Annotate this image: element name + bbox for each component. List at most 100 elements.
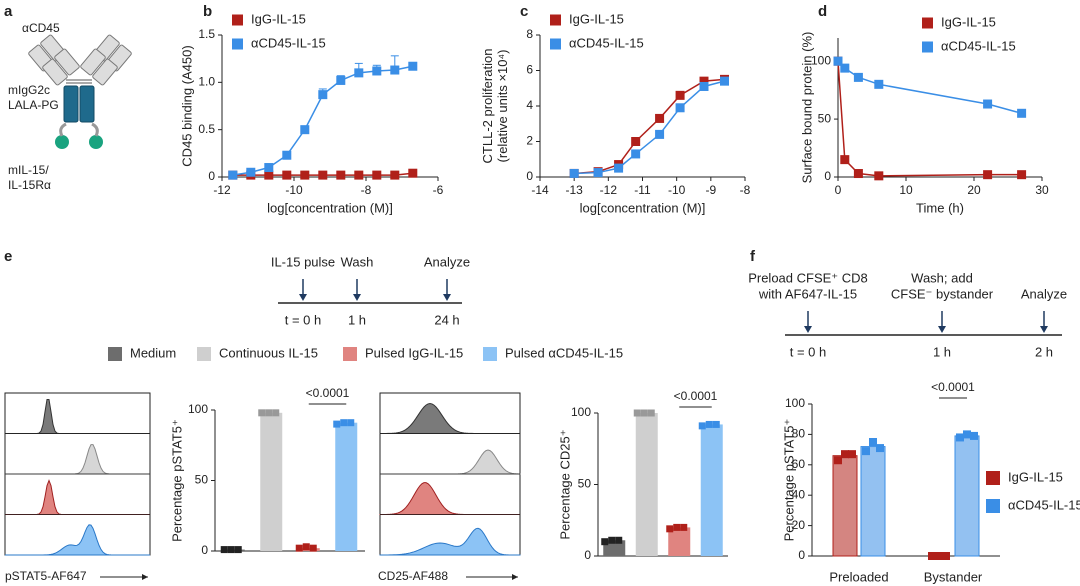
x-axis-label: log[concentration (M)] xyxy=(267,200,393,215)
replicate-point xyxy=(347,419,355,427)
y-axis-label: (relative units ×10⁴) xyxy=(495,50,510,163)
replicate-point xyxy=(227,546,235,554)
x-tick-label: -12 xyxy=(213,183,231,197)
y-tick-label: 1.5 xyxy=(198,27,215,41)
replicate-point xyxy=(272,409,280,417)
y-tick-label: 60 xyxy=(792,457,806,471)
replicate-point xyxy=(834,456,842,465)
timeline-label: Analyze xyxy=(1021,286,1067,301)
replicate-point xyxy=(340,419,348,427)
x-tick-label: Bystander xyxy=(924,569,983,584)
histogram xyxy=(380,449,521,475)
marker xyxy=(983,99,993,109)
x-tick-label: -14 xyxy=(531,183,549,197)
x-tick-label: -9 xyxy=(705,183,716,197)
significance-label: <0.0001 xyxy=(306,386,350,400)
marker xyxy=(699,81,709,91)
marker xyxy=(264,163,274,173)
timeline-time: 1 h xyxy=(348,312,366,327)
significance-label: <0.0001 xyxy=(674,389,718,403)
legend-label: IgG-IL-15 xyxy=(569,11,624,26)
marker xyxy=(699,76,709,86)
diagram-label: mIL-15/ xyxy=(8,163,49,177)
panel-label: c xyxy=(520,3,528,20)
y-axis-label: Percentage CD25⁺ xyxy=(557,429,572,539)
replicate-point xyxy=(928,552,936,560)
replicate-point xyxy=(876,444,884,453)
x-tick-label: Preloaded xyxy=(829,569,888,584)
legend-label: IgG-IL-15 xyxy=(1008,469,1063,484)
legend-swatch xyxy=(922,41,933,53)
marker xyxy=(840,155,850,165)
x-tick-label: 0 xyxy=(835,183,842,197)
antibody-diagram xyxy=(28,34,132,149)
legend-label: αCD45-IL-15 xyxy=(569,35,644,50)
marker xyxy=(390,65,400,75)
x-tick-label: 20 xyxy=(967,183,981,197)
y-tick-label: 6 xyxy=(526,63,533,77)
replicate-point xyxy=(841,450,849,459)
panel-label: e xyxy=(4,248,12,265)
replicate-point xyxy=(705,420,713,428)
replicate-point xyxy=(869,438,877,446)
replicate-point xyxy=(698,422,706,430)
marker xyxy=(631,149,641,159)
timeline-arrow-head xyxy=(353,294,361,301)
replicate-point xyxy=(640,409,648,417)
legend-label: Pulsed IgG-IL-15 xyxy=(365,345,463,360)
y-tick-label: 4 xyxy=(526,98,533,112)
timeline-arrow-head xyxy=(443,294,451,301)
marker xyxy=(675,103,685,113)
marker xyxy=(282,150,292,160)
legend-swatch xyxy=(232,14,243,26)
diagram-label: LALA-PG xyxy=(8,98,59,112)
axis-arrow-head xyxy=(142,574,148,580)
legend-swatch xyxy=(232,38,243,50)
replicate-point xyxy=(956,433,964,442)
marker xyxy=(593,168,603,178)
legend-swatch xyxy=(986,499,1000,513)
marker xyxy=(853,72,863,82)
replicate-point xyxy=(615,536,623,544)
marker xyxy=(720,76,729,86)
legend-label: αCD45-IL-15 xyxy=(941,38,1016,53)
timeline-arrow-head xyxy=(938,326,946,333)
panel-label: a xyxy=(4,3,13,20)
legend-swatch xyxy=(986,471,1000,485)
legend-label: IgG-IL-15 xyxy=(941,14,996,29)
timeline-arrow-head xyxy=(299,294,307,301)
marker xyxy=(655,113,665,123)
legend-swatch xyxy=(550,38,561,50)
marker xyxy=(675,90,685,100)
replicate-point xyxy=(666,525,674,533)
marker xyxy=(264,170,274,180)
timeline-time: 24 h xyxy=(434,312,459,327)
marker xyxy=(631,137,641,146)
legend-swatch xyxy=(343,347,357,361)
marker xyxy=(569,168,579,178)
legend-swatch xyxy=(483,347,497,361)
legend-label: αCD45-IL-15 xyxy=(1008,497,1080,512)
replicate-point xyxy=(647,409,655,417)
marker xyxy=(228,170,238,180)
series-line xyxy=(574,78,725,175)
x-tick-label: -11 xyxy=(634,183,651,197)
timeline-time: t = 0 h xyxy=(285,312,322,327)
timeline-label: with AF647-IL-15 xyxy=(758,286,857,301)
marker xyxy=(336,170,346,180)
replicate-point xyxy=(333,420,341,428)
panel-label: d xyxy=(818,3,827,20)
x-tick-label: -13 xyxy=(565,183,583,197)
marker xyxy=(354,170,364,180)
x-tick-label: -12 xyxy=(600,183,618,197)
timeline-label: Analyze xyxy=(424,254,470,269)
significance-label: <0.0001 xyxy=(931,380,975,394)
y-tick-label: 100 xyxy=(785,396,805,410)
y-tick-label: 1.0 xyxy=(198,75,215,89)
marker xyxy=(983,170,993,180)
histogram xyxy=(5,444,150,475)
x-tick-label: 10 xyxy=(899,183,913,197)
replicate-point xyxy=(848,450,856,459)
